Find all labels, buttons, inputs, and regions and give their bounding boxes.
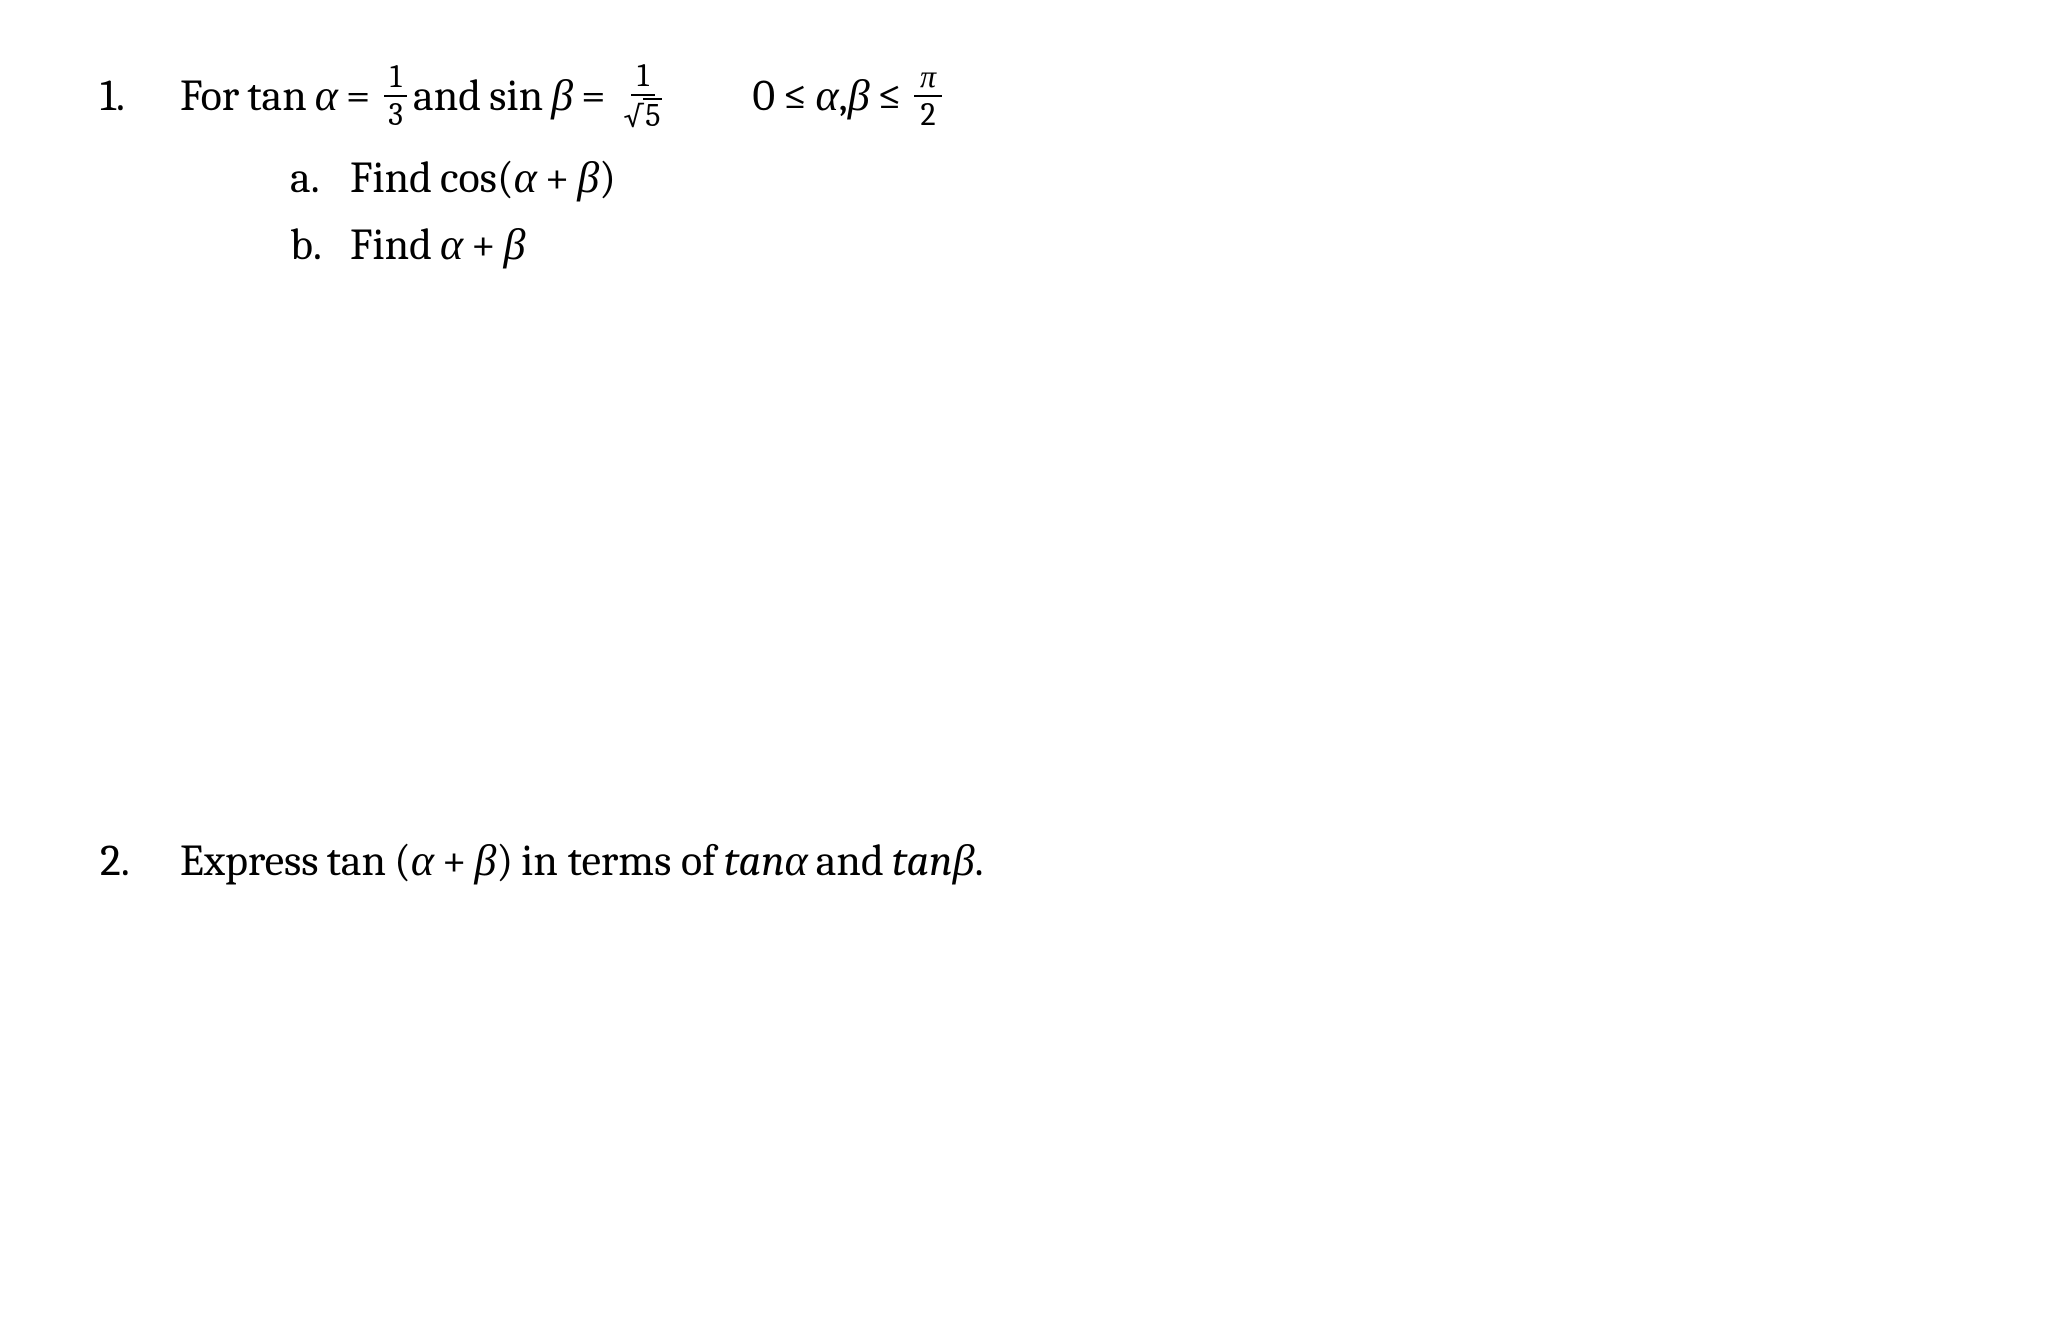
express-text: Express: [180, 830, 319, 892]
problem-2-expression: Express tan ( α + β ) in terms of tanα a…: [180, 830, 984, 892]
alpha-a: α: [514, 152, 537, 203]
subitem-b: b. Find α + β: [290, 219, 1946, 270]
alpha-2: α: [411, 830, 434, 892]
cos-func: cos: [440, 152, 497, 203]
fraction-1-3: 1 3: [382, 61, 409, 131]
sin-func: sin: [489, 65, 543, 127]
two-den: 2: [914, 97, 941, 131]
leq-2: ≤: [878, 65, 902, 127]
zero: 0: [752, 65, 775, 127]
problem-1-subitems: a. Find cos ( α + β ) b. Find α + β: [290, 152, 1946, 270]
problem-2: 2. Express tan ( α + β ) in terms of tan…: [100, 830, 1946, 892]
problem-1: 1. For tan α = 1 3 and sin β = 1: [100, 60, 1946, 270]
alpha-var: α: [315, 65, 338, 127]
tanbeta: tanβ: [892, 830, 975, 892]
subitem-b-letter: b.: [290, 219, 350, 270]
beta-b: β: [504, 219, 526, 270]
leq-1: ≤: [783, 65, 807, 127]
find-a: Find: [350, 152, 432, 203]
beta-2: β: [474, 830, 496, 892]
plus-2: +: [442, 830, 466, 892]
tan-func: tan: [247, 65, 307, 127]
plus-b: +: [471, 219, 495, 270]
problem-2-number: 2.: [100, 830, 180, 892]
subitem-a: a. Find cos ( α + β ): [290, 152, 1946, 203]
frac2-num: 1: [631, 60, 655, 96]
sqrt-symbol: √: [623, 102, 643, 132]
tanalpha: tanα: [724, 830, 808, 892]
problem-1-number: 1.: [100, 65, 180, 127]
equals-2: =: [581, 65, 605, 127]
beta-var: β: [551, 65, 573, 127]
alpha-constraint: α: [816, 65, 839, 127]
equals-1: =: [346, 65, 370, 127]
rparen-2: ): [496, 830, 513, 892]
alpha-b: α: [440, 219, 463, 270]
and-text-1: and: [413, 65, 481, 127]
beta-a: β: [577, 152, 599, 203]
fraction-1-sqrt5: 1 √ 5: [617, 60, 668, 132]
problem-1-statement: 1. For tan α = 1 3 and sin β = 1: [100, 60, 1946, 132]
lparen-2: (: [394, 830, 411, 892]
fraction-pi-2: π 2: [914, 61, 942, 131]
subitem-a-letter: a.: [290, 152, 350, 203]
in-terms-text: in terms of: [521, 830, 716, 892]
problem-1-expression: For tan α = 1 3 and sin β = 1: [180, 60, 946, 132]
problem-2-statement: 2. Express tan ( α + β ) in terms of tan…: [100, 830, 1946, 892]
and-text-2: and: [816, 830, 884, 892]
frac2-den: √ 5: [617, 96, 668, 132]
lparen-a: (: [497, 152, 514, 203]
frac1-den: 3: [382, 97, 409, 131]
tan-func-2: tan: [327, 830, 387, 892]
comma: ,: [839, 65, 848, 127]
find-b: Find: [350, 219, 432, 270]
pi-num: π: [914, 61, 942, 97]
plus-a: +: [545, 152, 569, 203]
frac1-num: 1: [384, 61, 408, 97]
for-text: For: [180, 65, 239, 127]
period-2: .: [975, 830, 984, 892]
sqrt-5: 5: [643, 98, 662, 132]
beta-constraint: β: [848, 65, 870, 127]
rparen-a: ): [599, 152, 616, 203]
